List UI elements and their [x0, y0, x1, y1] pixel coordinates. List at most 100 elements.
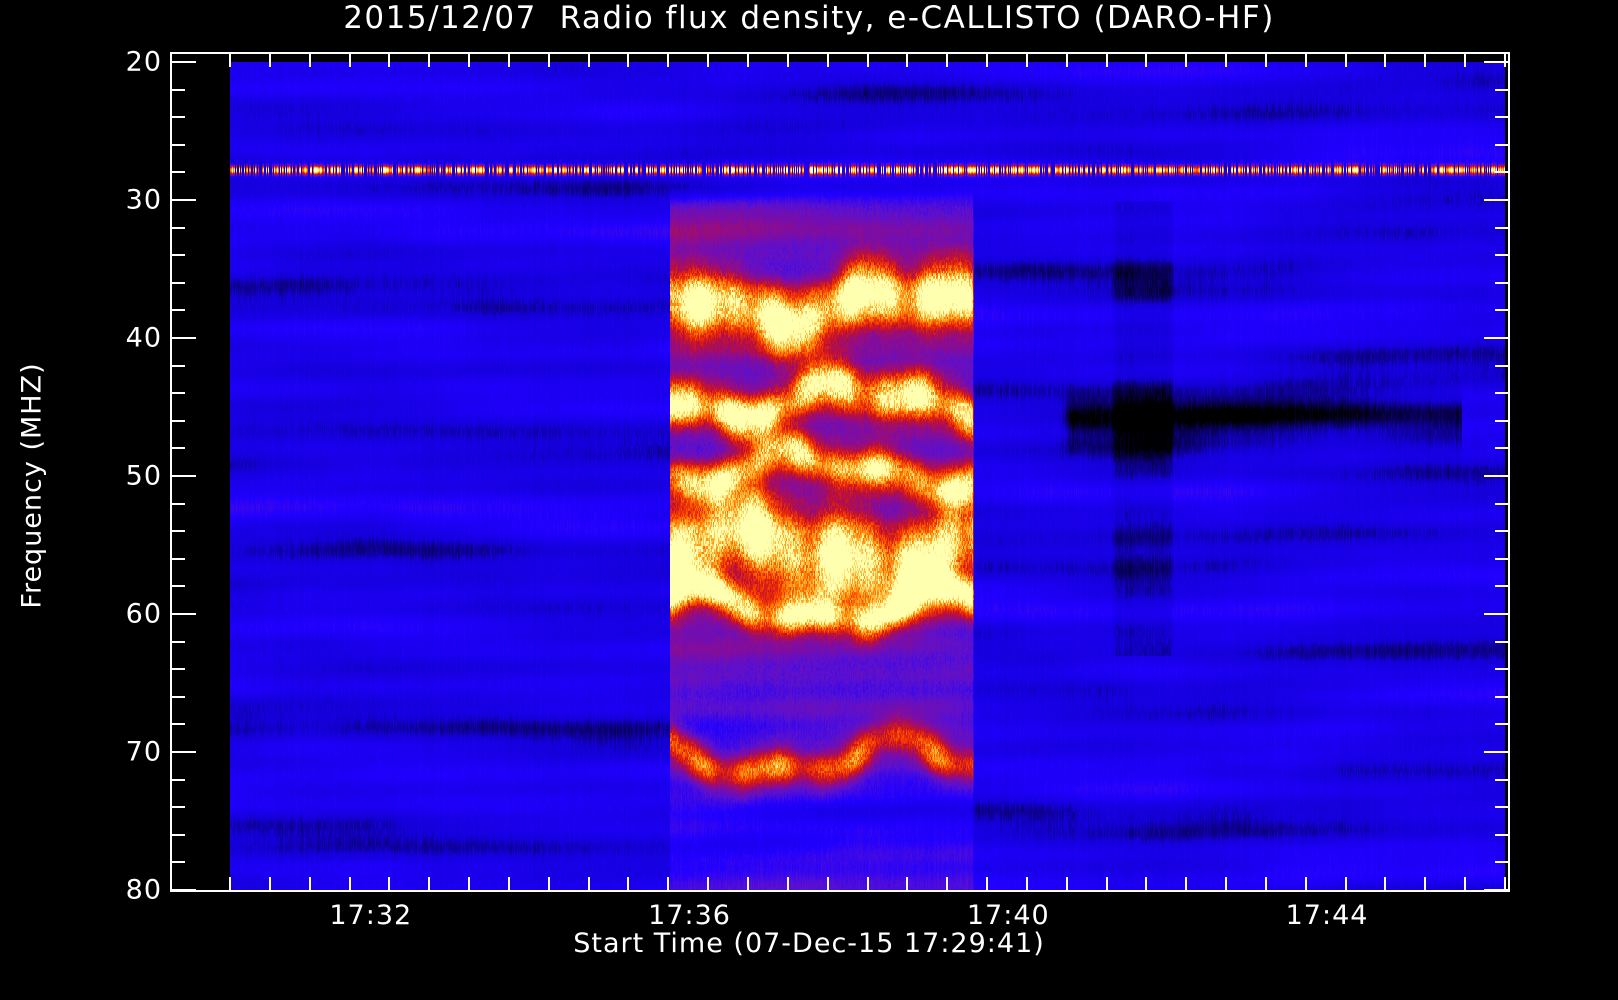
x-tick-top — [388, 54, 391, 67]
y-tick-label-80: 80 — [125, 874, 162, 906]
y-tick-right-46 — [1495, 419, 1508, 422]
axis-left — [170, 52, 172, 892]
x-tick-bottom — [866, 877, 869, 890]
plot-area — [170, 52, 1510, 892]
y-tick-right-36 — [1495, 281, 1508, 284]
x-tick-bottom — [348, 877, 351, 890]
y-tick-right-26 — [1495, 143, 1508, 146]
x-tick-bottom — [507, 877, 510, 890]
y-tick-major-30 — [172, 199, 196, 201]
y-axis-labels: 20 30 40 50 60 70 80 — [0, 47, 162, 906]
y-tick-label-60: 60 — [125, 598, 162, 630]
y-tick-minor-38 — [172, 309, 185, 312]
y-tick-right-78 — [1495, 861, 1508, 864]
y-tick-minor-66 — [172, 695, 185, 698]
x-tick-top — [786, 54, 789, 67]
y-tick-right-66 — [1495, 695, 1508, 698]
x-tick-bottom — [946, 877, 949, 890]
x-tick-top — [707, 54, 710, 67]
y-tick-minor-36 — [172, 281, 185, 284]
y-tick-minor-54 — [172, 530, 185, 533]
y-tick-minor-72 — [172, 778, 185, 781]
y-tick-major-50 — [172, 475, 196, 477]
y-tick-minor-26 — [172, 143, 185, 146]
y-tick-minor-34 — [172, 254, 185, 257]
y-tick-minor-28 — [172, 171, 185, 174]
x-tick-top — [1025, 54, 1028, 67]
x-tick-bottom — [268, 877, 271, 890]
x-tick-top — [946, 54, 949, 67]
x-tick-label-17-44: 17:44 — [1285, 900, 1369, 931]
x-tick-top — [906, 54, 909, 67]
x-tick-top — [1344, 54, 1347, 67]
x-tick-bottom — [1145, 877, 1148, 890]
x-tick-top — [308, 54, 311, 67]
x-tick-top — [1105, 54, 1108, 67]
y-tick-right-28 — [1495, 171, 1508, 174]
y-tick-label-50: 50 — [125, 460, 162, 492]
x-tick-top — [547, 54, 550, 67]
y-tick-right-58 — [1495, 585, 1508, 588]
x-tick-top — [1424, 54, 1427, 67]
y-axis-title: Frequency (MHZ) — [16, 362, 48, 609]
x-tick-bottom — [1105, 877, 1108, 890]
y-tick-right-68 — [1495, 723, 1508, 726]
x-tick-top — [627, 54, 630, 67]
y-tick-minor-64 — [172, 668, 185, 671]
x-tick-bottom — [906, 877, 909, 890]
x-tick-top — [428, 54, 431, 67]
axis-right — [1508, 52, 1510, 892]
x-tick-bottom — [1304, 877, 1307, 890]
x-tick-top — [1145, 54, 1148, 67]
x-tick-top — [348, 54, 351, 67]
page-title: 2015/12/07 Radio flux density, e-CALLIST… — [343, 0, 1275, 36]
y-tick-minor-52 — [172, 502, 185, 505]
x-axis-title: Start Time (07-Dec-15 17:29:41) — [573, 928, 1045, 959]
x-tick-top — [986, 54, 989, 67]
x-tick-bottom — [547, 877, 550, 890]
y-tick-right-30 — [1484, 199, 1508, 201]
y-tick-right-42 — [1495, 364, 1508, 367]
x-tick-top — [866, 54, 869, 67]
y-tick-major-80 — [172, 889, 196, 891]
y-tick-label-20: 20 — [125, 46, 162, 78]
y-tick-right-74 — [1495, 806, 1508, 809]
y-tick-right-52 — [1495, 502, 1508, 505]
y-tick-minor-58 — [172, 585, 185, 588]
x-tick-top — [667, 54, 670, 67]
y-tick-major-70 — [172, 751, 196, 753]
y-tick-minor-76 — [172, 833, 185, 836]
y-tick-minor-24 — [172, 116, 185, 119]
y-tick-right-50 — [1484, 475, 1508, 477]
x-tick-bottom — [786, 877, 789, 890]
y-tick-right-20 — [1484, 61, 1508, 63]
y-tick-right-48 — [1495, 447, 1508, 450]
y-tick-major-60 — [172, 613, 196, 615]
x-tick-bottom — [1384, 877, 1387, 890]
x-tick-bottom — [308, 877, 311, 890]
x-tick-top — [1264, 54, 1267, 67]
x-tick-bottom — [468, 877, 471, 890]
x-tick-bottom — [746, 877, 749, 890]
y-tick-right-44 — [1495, 392, 1508, 395]
x-tick-label-17-36: 17:36 — [648, 900, 731, 931]
y-tick-minor-46 — [172, 419, 185, 422]
x-tick-top — [1225, 54, 1228, 67]
x-tick-bottom — [229, 877, 231, 890]
y-tick-minor-22 — [172, 88, 185, 91]
y-tick-right-62 — [1495, 640, 1508, 643]
y-tick-minor-62 — [172, 640, 185, 643]
x-tick-top — [746, 54, 749, 67]
x-tick-bottom — [627, 877, 630, 890]
x-tick-bottom — [667, 877, 670, 890]
y-tick-minor-32 — [172, 226, 185, 229]
y-tick-minor-56 — [172, 557, 185, 560]
x-tick-bottom — [986, 877, 989, 890]
y-tick-major-20 — [172, 61, 196, 63]
y-tick-right-76 — [1495, 833, 1508, 836]
x-tick-bottom — [707, 877, 710, 890]
x-tick-top — [507, 54, 510, 67]
x-tick-top — [229, 54, 231, 67]
x-tick-top — [468, 54, 471, 67]
x-tick-top — [268, 54, 271, 67]
